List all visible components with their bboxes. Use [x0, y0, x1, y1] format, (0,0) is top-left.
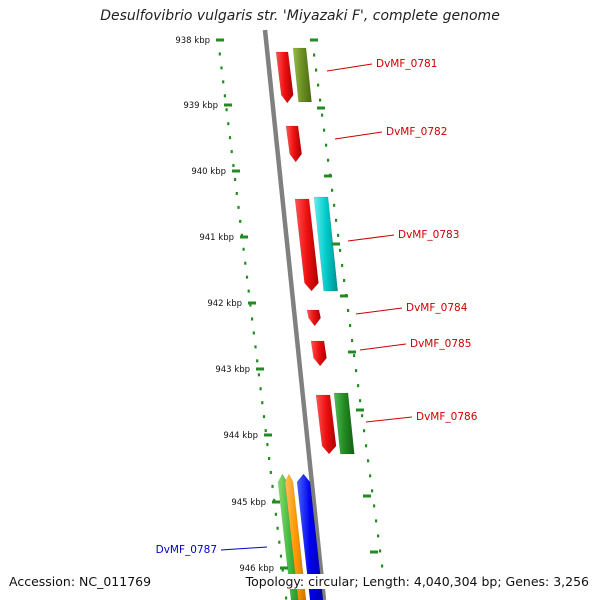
gene-label-DvMF_0786[interactable]: DvMF_0786: [416, 411, 478, 423]
gene-feature-DvMF_0786-green[interactable]: [333, 392, 355, 455]
gene-feature-DvMF_0784[interactable]: [306, 309, 321, 327]
genome-summary-text: Topology: circular; Length: 4,040,304 bp…: [244, 574, 590, 589]
tick-label: 940 kbp: [191, 167, 226, 177]
tick-mark: [317, 106, 325, 110]
gene-label-DvMF_0785[interactable]: DvMF_0785: [410, 338, 471, 350]
accession-text: Accession: NC_011769: [8, 574, 153, 589]
tick-mark: [264, 433, 272, 437]
tick-mark: [332, 242, 340, 246]
genome-title: Desulfovibrio vulgaris str. 'Miyazaki F'…: [100, 8, 500, 24]
gene-leader-line: [359, 343, 407, 351]
tick-mark: [256, 367, 264, 371]
gene-feature-DvMF_0781-olive[interactable]: [292, 47, 312, 103]
tick-mark: [340, 294, 348, 298]
tick-label: 946 kbp: [239, 564, 274, 574]
tick-label: 943 kbp: [215, 365, 250, 375]
gene-label-DvMF_0781[interactable]: DvMF_0781: [376, 58, 437, 70]
gene-feature-DvMF_0783[interactable]: [294, 198, 319, 292]
tick-mark: [216, 38, 224, 42]
gene-feature-DvMF_0783-cyan[interactable]: [313, 196, 339, 292]
tick-mark: [356, 408, 364, 412]
tick-label: 939 kbp: [183, 101, 218, 111]
tick-mark: [248, 301, 256, 305]
gene-feature-DvMF_0781[interactable]: [275, 51, 294, 104]
gene-label-DvMF_0787[interactable]: DvMF_0787: [156, 544, 217, 556]
gene-feature-orange-strip[interactable]: [284, 473, 307, 600]
left-dotted-track: [217, 38, 288, 600]
gene-leader-line: [220, 546, 268, 551]
gene-label-DvMF_0782[interactable]: DvMF_0782: [386, 126, 447, 138]
genome-backbone: [262, 29, 327, 600]
tick-mark: [370, 550, 378, 554]
tick-label: 938 kbp: [175, 36, 210, 46]
gene-label-DvMF_0784[interactable]: DvMF_0784: [406, 302, 468, 314]
tick-mark: [310, 38, 318, 42]
right-dotted-track: [311, 38, 384, 568]
tick-label: 944 kbp: [223, 431, 258, 441]
gene-leader-line: [365, 416, 413, 423]
gene-feature-DvMF_0786[interactable]: [315, 394, 337, 455]
gene-feature-DvMF_0782[interactable]: [285, 125, 302, 163]
gene-leader-line: [334, 131, 383, 140]
tick-mark: [232, 169, 240, 173]
tick-label: 941 kbp: [199, 233, 234, 243]
gene-label-DvMF_0783[interactable]: DvMF_0783: [398, 229, 459, 241]
gene-leader-line: [355, 307, 403, 315]
gene-leader-line: [326, 63, 373, 72]
tick-mark: [348, 350, 356, 354]
tick-mark: [363, 494, 371, 498]
gene-feature-DvMF_0785[interactable]: [310, 340, 327, 367]
tick-mark: [324, 174, 332, 178]
gene-feature-DvMF_0787[interactable]: [296, 473, 324, 600]
gene-leader-line: [347, 234, 395, 242]
tick-mark: [280, 566, 288, 570]
tick-mark: [240, 235, 248, 239]
tick-mark: [224, 103, 232, 107]
tick-label: 942 kbp: [207, 299, 242, 309]
tick-mark: [272, 500, 280, 504]
tick-label: 945 kbp: [231, 498, 266, 508]
